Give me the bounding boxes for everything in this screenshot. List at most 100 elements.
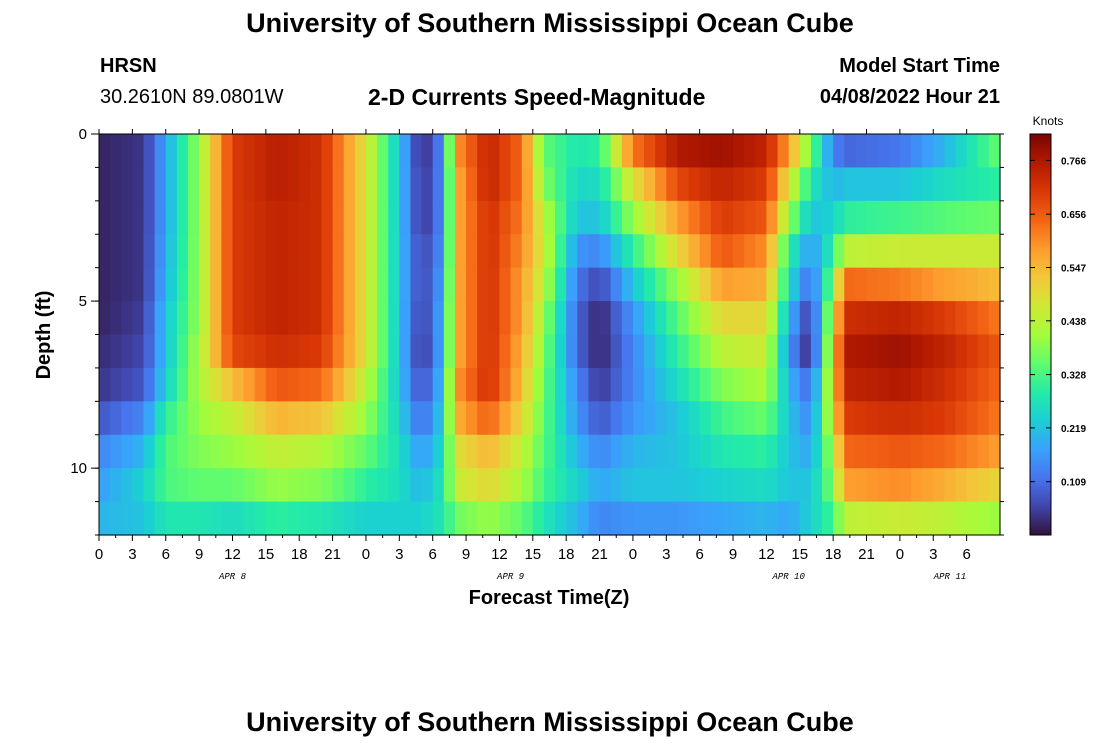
heatmap-cell [121,167,133,202]
heatmap-cell [666,167,679,202]
heatmap-cell [577,334,590,369]
heatmap-cell [833,200,845,235]
heatmap-cell [621,234,634,269]
heatmap-cell [199,200,211,235]
heatmap-cell [644,267,656,302]
heatmap-cell [777,501,790,536]
heatmap-cell [933,234,945,269]
heatmap-cells [99,134,1001,536]
heatmap-cell [688,301,701,336]
heatmap-cell [221,167,234,202]
heatmap-cell [99,301,111,336]
heatmap-cell [321,234,334,269]
heatmap-cell [632,367,645,402]
heatmap-cell [421,200,434,235]
heatmap-cell [388,434,400,469]
heatmap-cell [254,501,267,536]
heatmap-cell [388,134,400,169]
heatmap-cell [354,301,367,336]
heatmap-cell [877,367,890,402]
heatmap-cell [866,200,879,235]
heatmap-cell [132,301,145,336]
heatmap-cell [888,200,901,235]
heatmap-cell [243,267,256,302]
heatmap-cell [666,301,679,336]
heatmap-cell [510,267,523,302]
heatmap-cell [543,167,556,202]
heatmap-cell [599,401,612,436]
heatmap-cell [543,200,556,235]
heatmap-cell [543,434,556,469]
heatmap-cell [799,267,812,302]
heatmap-cell [410,267,423,302]
heatmap-cell [655,301,667,336]
heatmap-cell [399,334,412,369]
heatmap-cell [655,468,667,503]
x-tick-label: 0 [95,546,103,563]
heatmap-cell [543,301,556,336]
heatmap-cell [721,234,734,269]
heatmap-cell [555,234,567,269]
heatmap-cell [688,501,701,536]
heatmap-cell [621,434,634,469]
heatmap-cell [833,434,845,469]
heatmap-cell [799,200,812,235]
heatmap-cell [855,301,868,336]
heatmap-cell [844,501,856,536]
heatmap-cell [321,301,334,336]
heatmap-cell [410,367,423,402]
heatmap-cell [788,301,801,336]
heatmap-cell [176,234,189,269]
heatmap-cell [543,134,556,169]
heatmap-cell [911,468,923,503]
heatmap-cell [733,401,745,436]
heatmap-cell [310,234,323,269]
heatmap-cell [666,134,679,169]
heatmap-cell [888,334,901,369]
heatmap-cell [187,200,200,235]
heatmap-cell [922,167,934,202]
heatmap-cell [288,167,300,202]
heatmap-cell [265,200,278,235]
heatmap-cell [199,401,211,436]
heatmap-cell [199,267,211,302]
heatmap-cell [777,468,790,503]
date-label: APR 8 [218,572,247,582]
heatmap-cell [566,234,578,269]
heatmap-cell [154,468,167,503]
heatmap-cell [844,167,856,202]
heatmap-cell [265,301,278,336]
heatmap-cell [176,200,189,235]
heatmap-cell [299,501,311,536]
heatmap-cell [966,167,979,202]
heatmap-cell [644,301,656,336]
heatmap-cell [121,334,133,369]
heatmap-cell [966,234,979,269]
heatmap-cell [365,501,378,536]
heatmap-cell [288,301,300,336]
heatmap-cell [599,434,612,469]
heatmap-cell [988,501,1001,536]
heatmap-cell [265,468,278,503]
heatmap-cell [755,434,767,469]
heatmap-cell [332,267,345,302]
heatmap-cell [733,301,745,336]
heatmap-cell [744,434,756,469]
heatmap-cell [532,401,545,436]
heatmap-cell [265,134,278,169]
heatmap-cell [888,367,901,402]
heatmap-cell [599,301,612,336]
heatmap-cell [988,434,1001,469]
heatmap-cell [721,134,734,169]
heatmap-cell [321,134,334,169]
x-tick-label: 3 [128,546,136,563]
x-tick-label: 6 [162,546,170,563]
heatmap-cell [121,234,133,269]
heatmap-cell [187,501,200,536]
heatmap-cell [632,134,645,169]
heatmap-cell [221,434,234,469]
heatmap-cell [365,267,378,302]
heatmap-cell [588,167,601,202]
heatmap-cell [276,468,289,503]
heatmap-cell [766,167,779,202]
